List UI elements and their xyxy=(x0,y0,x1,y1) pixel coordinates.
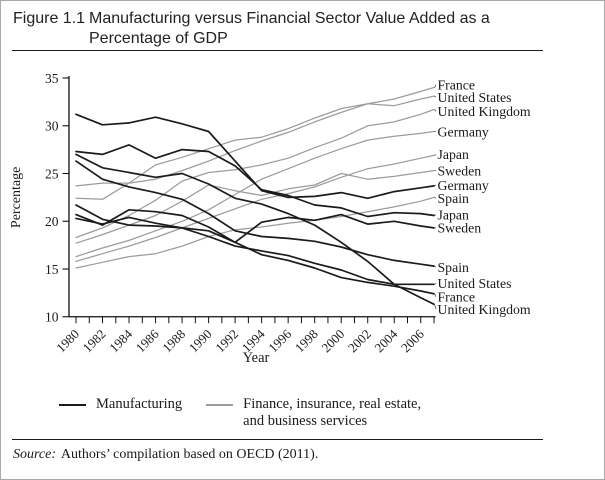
x-tick-label: 1996 xyxy=(265,326,294,355)
source-note: Source: Authors’ compilation based on OEC… xyxy=(13,447,604,463)
series-label-japan-manufacturing: Japan xyxy=(438,207,470,222)
label-leader-united-states-manufacturing xyxy=(434,282,437,285)
y-tick-label: 20 xyxy=(45,214,59,229)
x-tick-label: 2004 xyxy=(371,326,400,355)
series-label-japan-finance: Japan xyxy=(438,147,470,162)
series-label-sweden-manufacturing: Sweden xyxy=(438,221,482,236)
series-label-france-manufacturing: France xyxy=(438,289,476,304)
label-leader-united-kingdom-manufacturing xyxy=(434,304,437,310)
series-line-france-finance xyxy=(75,86,435,187)
line-chart: 101520253035Percentage198019821984198619… xyxy=(9,71,531,366)
label-leader-spain-finance xyxy=(434,197,437,199)
manufacturing-legend-label: Manufacturing xyxy=(96,396,183,412)
series-line-united-states-finance xyxy=(75,95,435,200)
chart-legend: Manufacturing Finance, insurance, real e… xyxy=(59,396,604,430)
y-tick-label: 30 xyxy=(45,119,59,134)
series-label-united-kingdom-finance: United Kingdom xyxy=(438,104,531,119)
label-leader-france-finance xyxy=(434,84,437,88)
series-line-united-kingdom-manufacturing xyxy=(75,153,435,306)
series-label-spain-manufacturing: Spain xyxy=(438,260,470,275)
series-label-germany-finance: Germany xyxy=(438,124,489,139)
figure-title-text: Manufacturing versus Financial Sector Va… xyxy=(89,9,592,49)
label-leader-japan-finance xyxy=(434,154,437,156)
x-tick-label: 1984 xyxy=(106,326,135,355)
series-line-spain-finance xyxy=(75,196,435,269)
x-tick-label: 2006 xyxy=(398,326,427,355)
label-leader-france-manufacturing xyxy=(434,293,437,297)
series-label-united-kingdom-manufacturing: United Kingdom xyxy=(438,302,531,317)
y-tick-label: 10 xyxy=(45,310,59,325)
figure-title: Figure 1.1 Manufacturing versus Financia… xyxy=(1,1,604,49)
figure-number: Figure 1.1 xyxy=(13,10,86,27)
figure-title-line2: Percentage of GDP xyxy=(89,30,228,47)
series-label-united-states-finance: United States xyxy=(438,90,512,105)
y-tick-label: 35 xyxy=(45,71,59,86)
x-tick-label: 1988 xyxy=(159,326,188,355)
x-tick-label: 1998 xyxy=(292,326,321,355)
series-label-united-states-manufacturing: United States xyxy=(438,276,512,291)
series-line-spain-manufacturing xyxy=(75,160,435,267)
title-divider xyxy=(12,50,543,51)
manufacturing-line-swatch xyxy=(59,404,86,406)
x-tick-label: 2002 xyxy=(345,326,374,355)
finance-legend-label: Finance, insurance, real estate, and bus… xyxy=(243,396,421,430)
figure-title-line1: Manufacturing versus Financial Sector Va… xyxy=(89,10,490,27)
label-leader-germany-manufacturing xyxy=(434,184,437,187)
series-line-sweden-manufacturing xyxy=(75,208,435,244)
y-tick-label: 25 xyxy=(45,166,59,181)
series-label-france-finance: France xyxy=(438,77,476,92)
x-tick-label: 1982 xyxy=(80,326,109,355)
series-line-japan-manufacturing xyxy=(75,144,435,218)
x-tick-label: 1990 xyxy=(186,326,215,355)
label-leader-united-kingdom-finance xyxy=(434,109,437,112)
series-line-germany-manufacturing xyxy=(75,113,435,200)
source-prefix: Source: xyxy=(13,447,57,462)
series-line-france-manufacturing xyxy=(75,204,435,295)
x-tick-label: 1992 xyxy=(212,326,241,355)
y-tick-label: 15 xyxy=(45,262,59,277)
finance-legend-line2: and business services xyxy=(243,413,368,429)
legend-item-finance: Finance, insurance, real estate, and bus… xyxy=(206,396,421,430)
series-label-germany-manufacturing: Germany xyxy=(438,178,489,193)
finance-line-swatch xyxy=(206,404,234,406)
series-line-japan-finance xyxy=(75,154,435,263)
series-label-spain-finance: Spain xyxy=(438,191,470,206)
x-tick-label: 1986 xyxy=(133,326,162,355)
source-text: Authors’ compilation based on OECD (2011… xyxy=(60,447,319,462)
x-axis-title: Year xyxy=(243,350,270,366)
series-line-germany-finance xyxy=(75,130,435,258)
x-tick-label: 2000 xyxy=(318,326,347,355)
legend-item-manufacturing: Manufacturing xyxy=(59,396,182,413)
x-tick-label: 1980 xyxy=(53,326,82,355)
source-divider xyxy=(12,439,543,440)
series-label-sweden-finance: Sweden xyxy=(438,163,482,178)
finance-legend-line1: Finance, insurance, real estate, xyxy=(243,396,422,412)
label-leader-japan-manufacturing xyxy=(434,214,437,216)
label-leader-united-states-finance xyxy=(434,95,437,98)
series-line-united-states-manufacturing xyxy=(75,216,435,286)
y-axis-title: Percentage xyxy=(9,167,24,228)
label-leader-spain-manufacturing xyxy=(434,265,437,268)
series-line-sweden-finance xyxy=(75,169,435,244)
